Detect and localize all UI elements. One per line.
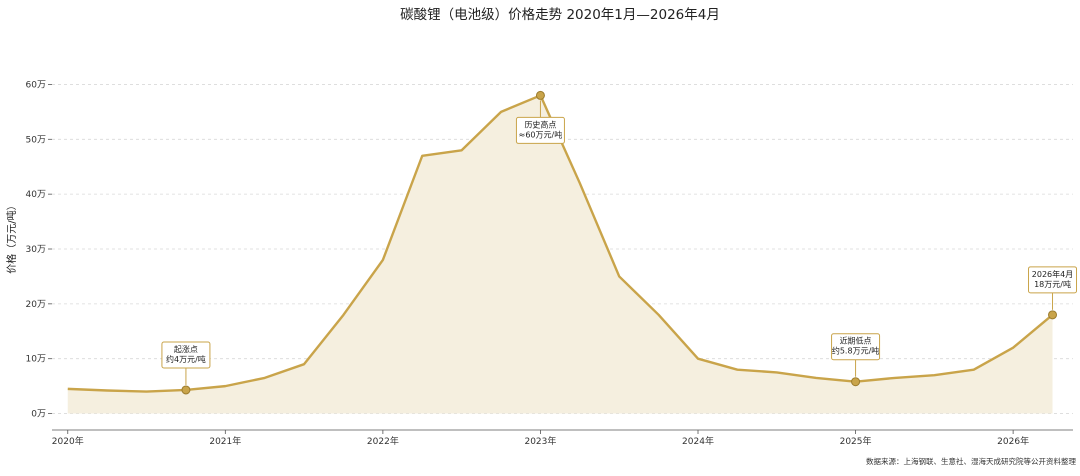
x-tick-label: 2025年 <box>840 435 872 447</box>
chart-title: 碳酸锂（电池级）价格走势 2020年1月—2026年4月 <box>400 7 720 23</box>
x-tick-label: 2021年 <box>209 435 241 447</box>
price-area <box>67 95 1053 414</box>
annotation-point <box>535 90 545 100</box>
annotation-box <box>515 116 565 144</box>
y-tick-label: 10万 <box>26 355 46 365</box>
annotation-text: ≈60万元/吨 <box>519 129 563 139</box>
annotation-box <box>1028 266 1078 294</box>
x-tick-label: 2023年 <box>524 435 556 447</box>
y-tick-label: 40万 <box>26 190 46 200</box>
source-note: 数据来源：上海钢联、生意社、湿海天成研究院等公开资料整理 <box>866 456 1076 466</box>
annotation-text: 约4万元/吨 <box>166 354 206 364</box>
y-tick-label: 0万 <box>31 410 46 420</box>
annotation-box <box>831 333 881 361</box>
axis-layer: 0万 10万 20万 30万 40万 50万 60万 2020年 2021年 2022年 2023年… <box>26 80 1073 447</box>
y-axis-label: 价格（万元/吨） <box>5 200 18 273</box>
x-tick-label: 2022年 <box>367 435 399 447</box>
annotation-box <box>161 341 211 369</box>
annotation-text: 近期低点 <box>840 336 872 346</box>
annotation-text: 历史高点 <box>524 119 556 129</box>
annotation-point <box>181 385 191 395</box>
y-tick-label: 30万 <box>26 245 46 255</box>
annotation-point <box>1048 310 1058 320</box>
annotation-text: 约5.8万元/吨 <box>832 346 879 356</box>
x-tick-label: 2026年 <box>997 435 1029 447</box>
x-tick-label: 2024年 <box>682 435 714 447</box>
annotation-point <box>851 377 861 387</box>
x-tick-label: 2020年 <box>52 435 84 447</box>
annotation-text: 2026年4月 <box>1032 269 1073 279</box>
annotation-text: 起涨点 <box>174 344 198 354</box>
y-tick-label: 20万 <box>26 300 46 310</box>
annotation-text: 18万元/吨 <box>1034 279 1071 289</box>
y-tick-label: 60万 <box>26 80 46 90</box>
y-tick-label: 50万 <box>26 135 46 145</box>
area-layer <box>67 95 1053 414</box>
